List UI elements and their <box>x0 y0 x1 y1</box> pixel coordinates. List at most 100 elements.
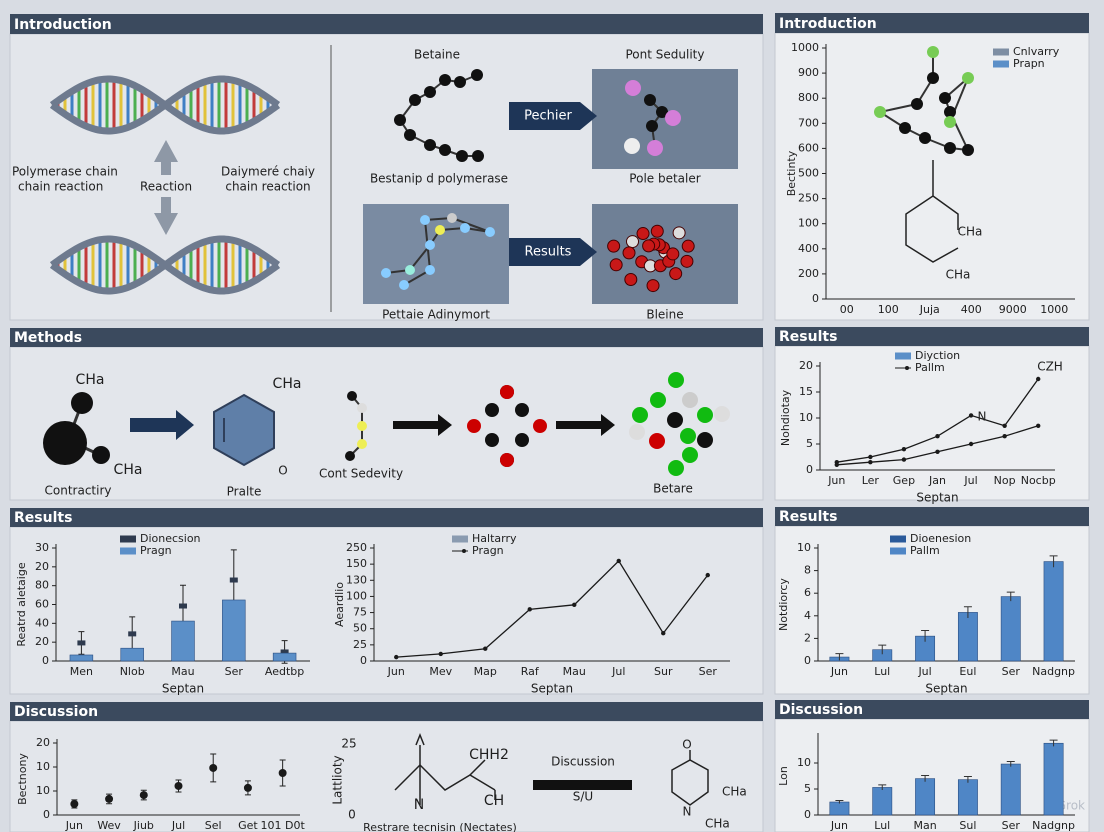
x-tick-label: Ler <box>862 474 880 487</box>
point <box>868 460 873 465</box>
atom <box>632 407 648 423</box>
legend-swatch <box>452 535 468 543</box>
atom <box>680 428 696 444</box>
label: Discussion <box>551 755 615 769</box>
atom <box>624 272 638 286</box>
atom <box>636 227 650 241</box>
strand <box>49 75 281 135</box>
atom <box>944 142 956 154</box>
bar <box>171 620 195 662</box>
label: O <box>278 464 287 478</box>
y-tick-label: 200 <box>798 267 819 280</box>
y-tick-label: 20 <box>35 635 49 648</box>
atom <box>672 226 686 240</box>
y-tick-label: 130 <box>346 573 367 586</box>
atom <box>607 239 621 253</box>
x-tick-label: Jun <box>387 665 405 678</box>
label: chain reaction <box>225 180 310 194</box>
y-tick-label: 700 <box>798 116 819 129</box>
atom <box>454 76 466 88</box>
atom <box>439 74 451 86</box>
atom <box>681 239 695 253</box>
y-tick-label: 0 <box>804 808 811 821</box>
arrow <box>130 410 194 440</box>
x-tick-label: Men <box>70 665 93 678</box>
header-bars <box>10 13 1089 721</box>
x-tick-label: Nop <box>994 474 1016 487</box>
point <box>705 572 710 578</box>
legend-swatch <box>905 366 909 370</box>
point <box>572 602 577 608</box>
panel <box>9 526 764 695</box>
atom <box>665 110 681 126</box>
point <box>661 631 666 636</box>
bar <box>69 654 94 662</box>
caption: Restrare tecnisin (Nectates) <box>363 821 517 832</box>
section-title: Discussion <box>779 702 863 718</box>
legend-swatch <box>120 535 136 543</box>
bar <box>1000 596 1021 662</box>
atom <box>447 213 457 223</box>
header-bar <box>10 702 763 721</box>
point <box>438 651 443 657</box>
error-bar <box>1049 739 1058 747</box>
label: Betare <box>653 482 693 496</box>
atom <box>500 453 514 467</box>
arrow-label: Results <box>525 245 572 260</box>
label: CH <box>484 793 504 809</box>
x-tick-label: Man <box>913 819 936 832</box>
bond <box>409 244 431 271</box>
label: Bestanip d polymerase <box>370 172 508 186</box>
y-tick-label: 20 <box>35 560 49 573</box>
y-tick-label: 800 <box>798 91 819 104</box>
image-box <box>592 69 738 169</box>
atom <box>405 265 415 275</box>
y-tick-label: 400 <box>798 242 819 255</box>
x-tick-label: Juja <box>919 303 940 316</box>
atom <box>515 433 529 447</box>
atom <box>394 114 406 126</box>
atom <box>944 106 956 118</box>
x-tick-label: Mau <box>563 665 586 678</box>
y-axis-label: Notdiorcy <box>777 578 790 631</box>
label: Polymerase chain <box>12 165 118 179</box>
atom <box>467 419 481 433</box>
y-axis-label: Nohdiotay <box>779 389 792 446</box>
atom <box>345 451 355 461</box>
x-tick-label: Sur <box>654 665 673 678</box>
atom <box>485 403 499 417</box>
point <box>105 794 114 803</box>
x-tick-label: 9000 <box>999 303 1027 316</box>
atom <box>357 421 367 431</box>
strand <box>49 235 281 295</box>
y-tick-label: 5 <box>806 437 813 450</box>
atom <box>625 80 641 96</box>
x-tick-label: Sel <box>205 819 222 832</box>
x-tick-label: Jiub <box>133 819 154 832</box>
legend-swatch <box>993 60 1009 68</box>
point <box>483 646 488 651</box>
x-tick-label: Ser <box>699 665 718 678</box>
y-tick-label: 10 <box>797 541 811 554</box>
legend-label: Pallm <box>910 544 940 557</box>
atom <box>962 144 974 156</box>
y-axis-label: Bectinty <box>785 150 798 196</box>
error-bar <box>1049 555 1058 568</box>
point <box>394 654 399 660</box>
atom <box>500 385 514 399</box>
section-title: Results <box>779 509 837 525</box>
x-tick-label: Eul <box>959 665 976 678</box>
legend-label: Pragn <box>472 544 504 557</box>
atom <box>472 150 484 162</box>
x-tick-label: Ser <box>225 665 244 678</box>
error-bar <box>835 653 844 661</box>
point <box>174 781 183 790</box>
x-tick-label: 100 <box>878 303 899 316</box>
legend-label: Prapn <box>1013 57 1045 70</box>
bar <box>1043 561 1064 662</box>
x-tick-label: Sul <box>959 819 976 832</box>
label: Contractiry <box>45 484 112 498</box>
y-axis-label: Reatrd aletaige <box>15 562 28 646</box>
arrow-label: Pechier <box>524 109 572 124</box>
